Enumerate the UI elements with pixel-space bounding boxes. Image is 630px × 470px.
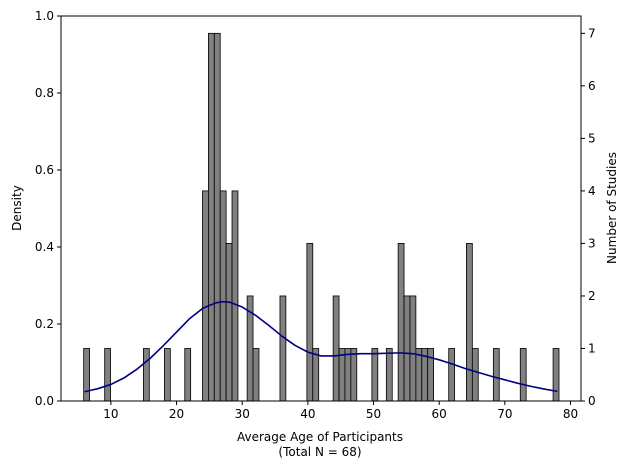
histogram-bar [164,348,171,402]
y-axis-right: 0 1 2 3 4 5 6 7 [581,26,596,408]
y-axis-left-label: Density [10,185,24,231]
histogram-bars [83,32,560,402]
x-tick-label: 10 [103,407,118,421]
histogram-bar [279,295,287,402]
histogram-bar [415,348,423,402]
histogram-bar [492,348,500,402]
histogram-bar [397,243,405,402]
y-right-tick-label: 7 [588,26,596,40]
histogram-bar [344,348,352,402]
x-tick-label: 80 [563,407,578,421]
histogram-bar [332,295,340,402]
y-right-tick-label: 3 [588,236,596,250]
x-tick-label: 50 [366,407,381,421]
y-right-tick-label: 2 [588,289,596,303]
y-left-tick-label: 0.0 [35,394,54,408]
y-right-tick-label: 0 [588,394,596,408]
y-left-tick-label: 0.2 [35,317,54,331]
histogram-bar [448,348,456,402]
histogram-bar [385,348,393,402]
x-tick-label: 30 [235,407,250,421]
histogram-bar [207,32,215,402]
histogram-bar [338,348,346,402]
histogram-bar [184,348,192,402]
x-tick-label: 20 [169,407,184,421]
histogram-bar [104,348,111,402]
kde-curve-group [84,300,558,393]
histogram-bar [371,348,379,402]
x-tick-label: 70 [497,407,512,421]
x-tick-label: 40 [300,407,315,421]
histogram-bar [213,32,221,402]
histogram-bar [202,190,209,402]
y-right-tick-label: 5 [588,131,596,145]
y-right-tick-label: 6 [588,79,596,93]
y-left-tick-label: 0.6 [35,163,54,177]
histogram-bar [403,295,411,402]
histogram-bar [312,348,320,402]
y-left-tick-label: 0.8 [35,86,54,100]
plot-frame [60,15,582,402]
histogram-bar [471,348,479,402]
histogram-bar [350,348,358,402]
y-axis-right-label: Number of Studies [605,152,619,264]
y-right-tick-label: 4 [588,184,596,198]
histogram-bar [466,243,473,402]
x-axis: 10 20 30 40 50 60 70 80 [103,401,578,421]
y-left-tick-label: 0.4 [35,240,54,254]
y-left-tick-label: 1.0 [35,9,54,23]
histogram-bar [252,348,260,402]
histogram-bar [519,348,527,402]
x-axis-label: Average Age of Participants [237,430,403,444]
histogram-bar [409,295,417,402]
histogram-bar [219,190,227,402]
x-axis-label-line2: (Total N = 68) [278,445,361,459]
y-axis-left: 0.0 0.2 0.4 0.6 0.8 1.0 [35,9,61,408]
histogram-bar [552,348,560,402]
kde-density-curve [84,300,558,393]
histogram-bar [231,190,239,402]
y-right-tick-label: 1 [588,341,596,355]
histogram-bar [142,348,150,402]
histogram-bar [306,243,314,402]
histogram-bar [225,243,233,402]
x-tick-label: 60 [432,407,447,421]
histogram-bar [83,348,90,402]
